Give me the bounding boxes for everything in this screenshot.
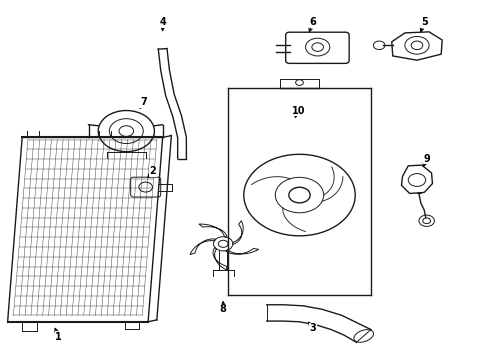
Text: 3: 3 <box>310 323 316 333</box>
Text: 1: 1 <box>55 332 62 342</box>
Text: 6: 6 <box>310 17 316 27</box>
Text: 7: 7 <box>140 97 147 107</box>
Text: 4: 4 <box>159 17 166 27</box>
Text: 9: 9 <box>423 154 430 164</box>
Text: 2: 2 <box>149 166 156 176</box>
Text: 5: 5 <box>421 17 428 27</box>
Text: 8: 8 <box>220 304 227 314</box>
Text: 10: 10 <box>292 106 305 116</box>
